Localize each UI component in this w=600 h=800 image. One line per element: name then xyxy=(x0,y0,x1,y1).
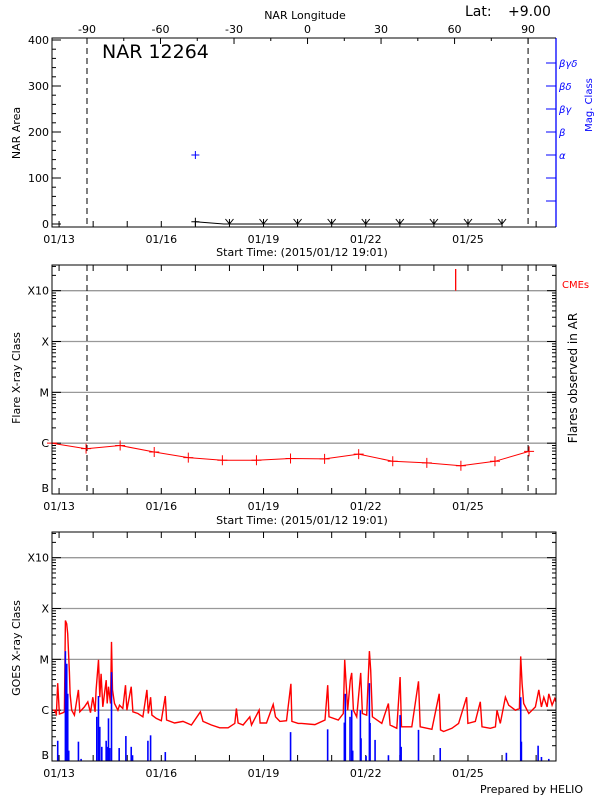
longitude-tick-label: 30 xyxy=(374,23,388,36)
panel-frame xyxy=(51,264,557,495)
flare-point xyxy=(489,456,500,467)
flare-point xyxy=(149,447,160,458)
y-tick-label: C xyxy=(41,437,49,450)
flare-point xyxy=(387,456,398,467)
chart-marks: 01/13 01/16 01/19 01/22 01/250100200300400-9… xyxy=(27,23,577,780)
x-tick-label: 01/16 xyxy=(145,233,177,246)
y-tick-label: X10 xyxy=(27,552,49,565)
flare-point xyxy=(455,460,466,471)
mag-class-point xyxy=(191,151,200,159)
panel-2: 01/13 01/16 01/19 01/22 01/25 B C M X X10 xyxy=(27,264,557,513)
latitude-value: +9.00 xyxy=(508,4,551,20)
panel2-ylabel-right: Flares observed in AR xyxy=(566,313,580,443)
area-point-plus xyxy=(191,217,200,226)
flare-point xyxy=(353,449,364,460)
y-tick-label: X xyxy=(41,336,49,349)
longitude-tick-label: -90 xyxy=(78,23,96,36)
area-point-arrow xyxy=(327,218,337,225)
area-point-arrow xyxy=(293,218,302,225)
y-tick-label: 300 xyxy=(28,80,49,93)
mag-class-label: βγδ xyxy=(558,59,577,70)
x-tick-label: 01/16 xyxy=(145,767,177,780)
area-point-arrow xyxy=(361,218,371,225)
flare-point xyxy=(115,440,126,451)
x-tick-label: 01/19 xyxy=(248,767,280,780)
y-tick-label: M xyxy=(40,386,50,399)
y-tick-label: 400 xyxy=(28,34,49,47)
flare-point xyxy=(251,455,262,466)
area-point-arrow xyxy=(225,218,234,225)
flare-point xyxy=(319,453,330,464)
y-tick-label: X xyxy=(41,603,49,616)
flare-point xyxy=(524,446,535,457)
panel1-xlabel: Start Time: (2015/01/12 19:01) xyxy=(216,246,388,259)
x-tick-label: 01/13 xyxy=(43,233,75,246)
x-tick-label: 01/22 xyxy=(350,767,382,780)
area-point-arrow xyxy=(259,218,268,225)
y-tick-label: 100 xyxy=(28,172,49,185)
x-tick-label: 01/13 xyxy=(43,500,75,513)
mag-class-label: β xyxy=(558,128,566,139)
y-tick-label: X10 xyxy=(27,285,49,298)
panel1-ylabel: NAR Area xyxy=(10,107,23,159)
longitude-tick-label: 0 xyxy=(304,23,311,36)
y-tick-label: B xyxy=(41,482,49,495)
x-tick-label: 01/16 xyxy=(145,500,177,513)
y-tick-label: C xyxy=(41,704,49,717)
x-tick-label: 01/22 xyxy=(350,500,382,513)
latitude-label: Lat: xyxy=(465,4,492,20)
flare-point xyxy=(421,457,432,468)
nar-title: NAR 12264 xyxy=(102,41,209,63)
y-tick-label: 200 xyxy=(28,126,49,139)
x-tick-label: 01/25 xyxy=(452,767,484,780)
flare-point xyxy=(285,453,296,464)
panel-3: 01/13 01/16 01/19 01/22 01/25 B C M X X10 xyxy=(27,531,557,780)
area-point-arrow xyxy=(429,218,439,225)
longitude-tick-label: -30 xyxy=(225,23,243,36)
mag-class-label: βγ xyxy=(558,105,572,116)
x-tick-label: 01/19 xyxy=(248,500,280,513)
y-tick-label: M xyxy=(40,653,50,666)
x-tick-label: 01/25 xyxy=(452,500,484,513)
y-tick-label: B xyxy=(41,749,49,762)
longitude-tick-label: 60 xyxy=(448,23,462,36)
x-tick-label: 01/19 xyxy=(248,233,280,246)
panel-1: 01/13 01/16 01/19 01/22 01/250100200300400-9… xyxy=(28,23,577,246)
panel-frame xyxy=(51,531,557,762)
goes-long-channel-line xyxy=(53,620,557,733)
area-point-arrow xyxy=(395,218,405,225)
x-tick-label: 01/22 xyxy=(350,233,382,246)
panel-frame xyxy=(51,37,556,228)
x-tick-label: 01/13 xyxy=(43,767,75,780)
panel2-xlabel: Start Time: (2015/01/12 19:01) xyxy=(216,514,388,527)
flare-point xyxy=(81,443,92,454)
top-axis-label: NAR Longitude xyxy=(264,9,346,22)
cme-legend-label: CMEs xyxy=(562,280,589,291)
longitude-tick-label: 90 xyxy=(521,23,535,36)
mag-class-label: βδ xyxy=(558,82,572,93)
mag-class-label: α xyxy=(559,151,566,162)
flare-point xyxy=(183,452,194,463)
panel1-ylabel-right: Mag. Class xyxy=(584,78,595,132)
flare-point xyxy=(217,455,228,466)
longitude-tick-label: -60 xyxy=(152,23,170,36)
panel3-ylabel: GOES X-ray Class xyxy=(10,600,23,696)
area-point-arrow xyxy=(463,218,473,225)
prepared-by-credit: Prepared by HELIO xyxy=(480,783,583,796)
panel2-ylabel: Flare X-ray Class xyxy=(10,332,23,424)
y-tick-label: 0 xyxy=(42,218,49,231)
area-point-arrow xyxy=(497,218,507,225)
x-tick-label: 01/25 xyxy=(452,233,484,246)
